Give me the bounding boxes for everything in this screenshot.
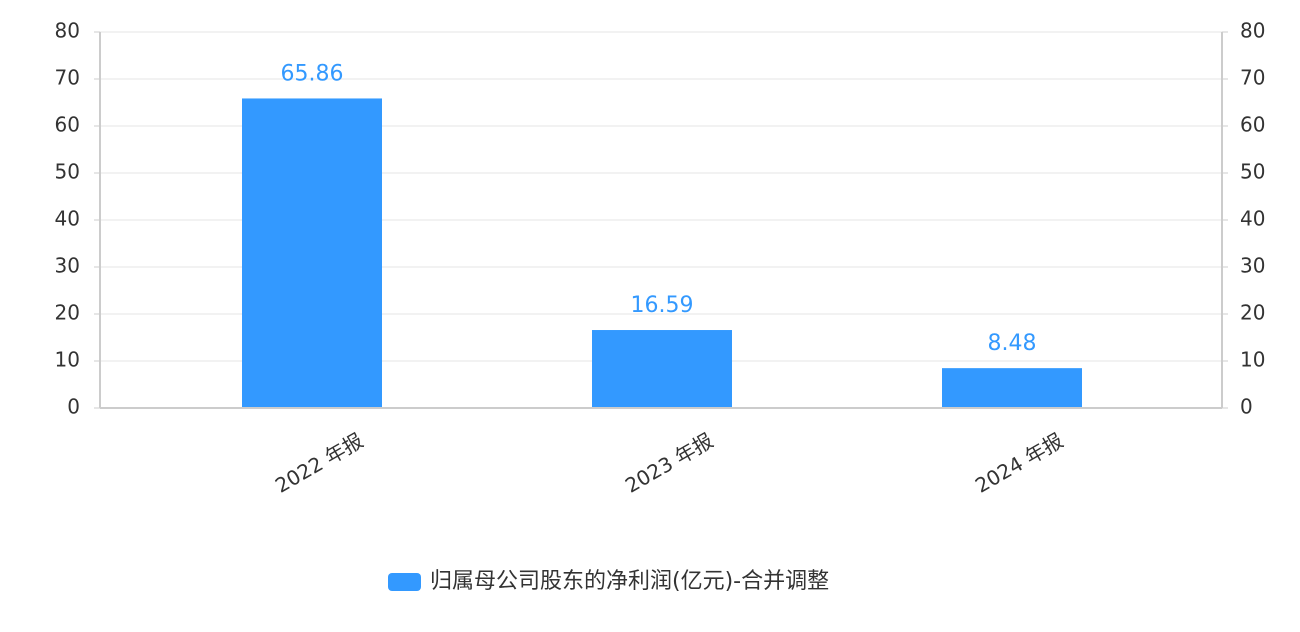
- y-tick-label: 50: [55, 160, 80, 184]
- y2-tick-label: 80: [1240, 19, 1265, 43]
- y-tick-label: 30: [55, 254, 80, 278]
- data-label: 8.48: [988, 331, 1037, 356]
- y2-tick-label: 40: [1240, 207, 1265, 231]
- x-tick-label: 2022 年报: [271, 428, 367, 497]
- data-label: 16.59: [631, 293, 694, 318]
- y-tick-label: 20: [55, 301, 80, 325]
- data-label: 65.86: [281, 61, 344, 86]
- legend-label: 归属母公司股东的净利润(亿元)-合并调整: [430, 569, 829, 594]
- y2-tick-label: 30: [1240, 254, 1265, 278]
- y2-tick-label: 10: [1240, 348, 1265, 372]
- y2-tick-label: 20: [1240, 301, 1265, 325]
- y-tick-label: 60: [55, 113, 80, 137]
- y2-tick-label: 50: [1240, 160, 1265, 184]
- y-tick-label: 0: [67, 395, 80, 419]
- x-tick-label: 2024 年报: [971, 428, 1067, 497]
- y-tick-label: 80: [55, 19, 80, 43]
- y2-tick-label: 0: [1240, 395, 1253, 419]
- y-tick-label: 10: [55, 348, 80, 372]
- bar: [592, 330, 732, 408]
- y2-tick-label: 70: [1240, 66, 1265, 90]
- y-tick-label: 40: [55, 207, 80, 231]
- y2-tick-label: 60: [1240, 113, 1265, 137]
- bar: [242, 98, 382, 408]
- x-tick-label: 2023 年报: [621, 428, 717, 497]
- bar: [942, 368, 1082, 408]
- y-tick-label: 70: [55, 66, 80, 90]
- legend-swatch: [388, 573, 421, 591]
